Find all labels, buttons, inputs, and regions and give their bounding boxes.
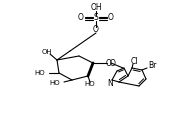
Text: OH: OH bbox=[90, 4, 102, 13]
Text: O: O bbox=[106, 58, 112, 68]
Text: HO: HO bbox=[85, 81, 95, 87]
Text: S: S bbox=[94, 14, 98, 23]
Text: OH: OH bbox=[42, 49, 52, 55]
Text: O: O bbox=[108, 14, 114, 23]
Text: O: O bbox=[93, 26, 99, 35]
Text: O: O bbox=[110, 58, 116, 68]
Text: Br: Br bbox=[148, 62, 156, 70]
Text: O: O bbox=[78, 14, 84, 23]
Text: Cl: Cl bbox=[130, 58, 138, 67]
Text: N: N bbox=[107, 78, 113, 87]
Text: HO: HO bbox=[49, 80, 60, 86]
Text: HO: HO bbox=[34, 70, 45, 76]
